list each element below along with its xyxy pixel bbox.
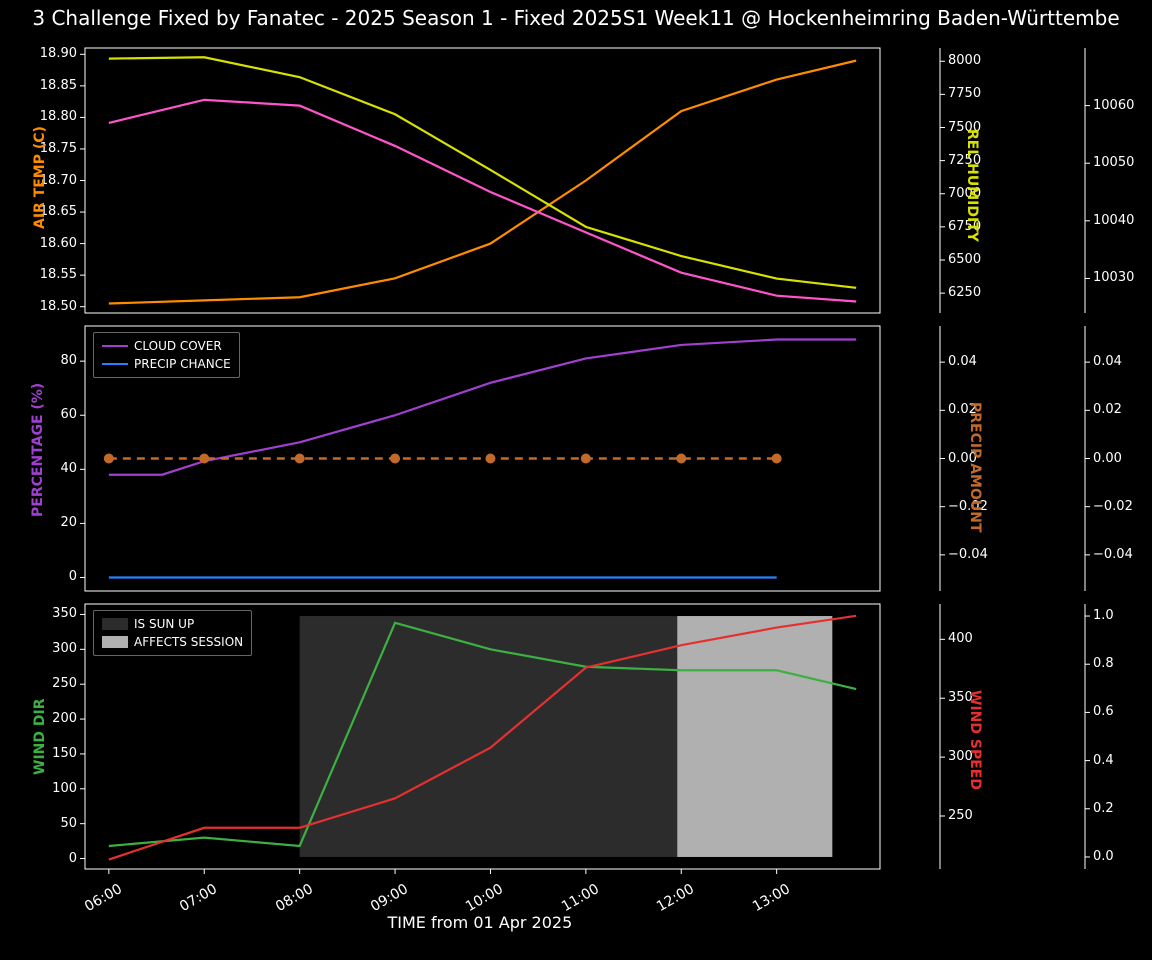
legend-panel2: CLOUD COVERPRECIP CHANCE (93, 332, 240, 378)
legend-panel3: IS SUN UPAFFECTS SESSION (93, 610, 252, 656)
